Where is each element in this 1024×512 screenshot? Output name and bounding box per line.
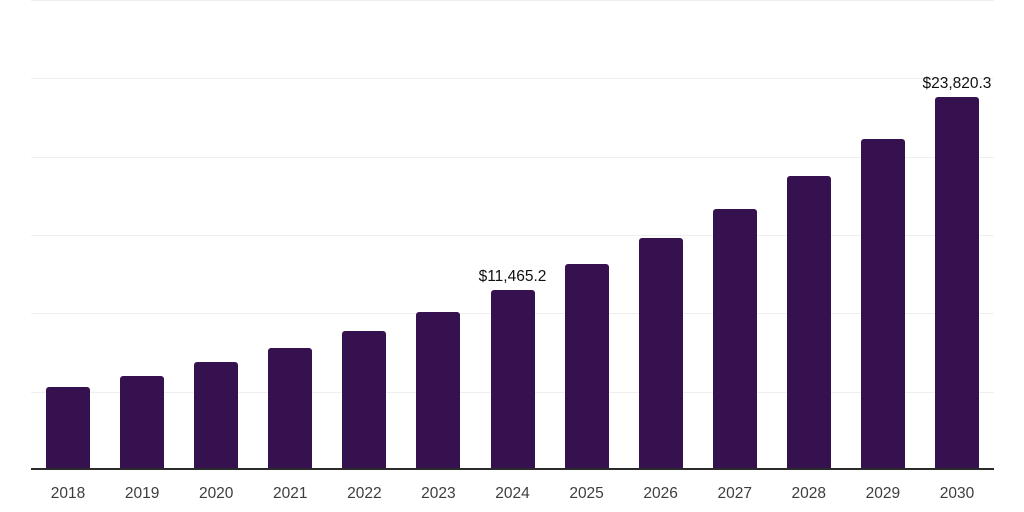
bar-2024	[490, 290, 535, 470]
x-axis-line	[31, 468, 994, 470]
x-tick-2026: 2026	[643, 485, 678, 502]
bar-2021	[268, 348, 313, 470]
x-tick-2030: 2030	[939, 485, 975, 502]
bar-2019	[120, 376, 165, 470]
x-tick-2028: 2028	[791, 485, 827, 502]
bar-2020	[194, 362, 239, 470]
gridline-15000	[31, 235, 994, 236]
x-tick-2025: 2025	[569, 485, 604, 502]
x-tick-2023: 2023	[421, 485, 456, 502]
bar-2025	[564, 264, 609, 470]
bar-2028	[786, 175, 831, 470]
x-tick-2020: 2020	[198, 485, 234, 502]
x-tick-2022: 2022	[347, 485, 382, 502]
x-tick-2029: 2029	[865, 485, 901, 502]
x-tick-2024: 2024	[495, 485, 530, 502]
x-tick-2019: 2019	[124, 485, 160, 502]
bar-2022	[342, 331, 387, 470]
bar-2023	[416, 312, 461, 470]
bar-2029	[860, 138, 905, 470]
gridline-25000	[31, 78, 994, 80]
bar-value-label-2024: $11,465.2	[478, 268, 547, 286]
bar-2027	[712, 208, 757, 470]
gridline-20000	[31, 156, 994, 158]
gridline-30000	[31, 0, 994, 1]
bar-2026	[638, 238, 683, 470]
x-tick-2018: 2018	[50, 485, 86, 502]
x-tick-2027: 2027	[717, 485, 752, 502]
bar-value-label-2030: $23,820.3	[922, 74, 992, 92]
bar-2018	[46, 387, 91, 470]
x-tick-2021: 2021	[273, 485, 308, 502]
bar-2030	[934, 96, 979, 470]
